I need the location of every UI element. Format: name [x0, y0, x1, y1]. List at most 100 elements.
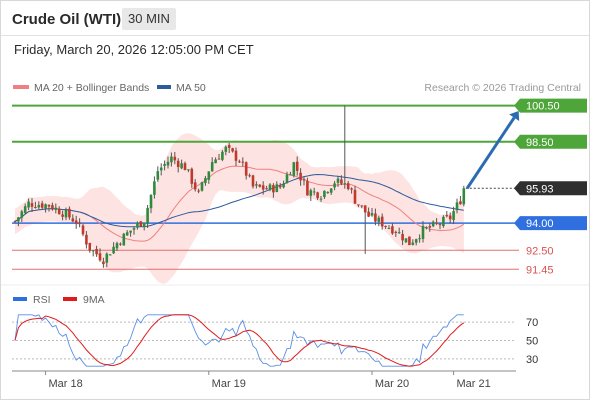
rsi-tick-30: 30: [526, 354, 538, 366]
x-tick-label: Mar 21: [456, 378, 490, 390]
candle-body: [204, 178, 207, 184]
candle-body: [258, 184, 262, 187]
chart-header: Crude Oil (WTI) 30 MIN: [1, 1, 589, 36]
candles-layer: [13, 105, 466, 268]
candle-body: [251, 175, 255, 187]
candle-body: [34, 206, 37, 208]
candle-body: [333, 183, 336, 188]
research-credit: Research © 2026 Trading Central: [424, 82, 581, 94]
candle-body: [180, 163, 183, 169]
candle-body: [401, 233, 404, 241]
candle-body: [255, 184, 258, 186]
candle-body: [302, 179, 306, 181]
candle-body: [380, 216, 384, 227]
legend-ma20-label: MA 20 + Bollinger Bands: [34, 82, 149, 94]
candle-body: [340, 179, 343, 184]
candle-body: [95, 248, 98, 255]
candle-body: [20, 211, 24, 218]
rsi-tick-70: 70: [526, 317, 538, 329]
candle-body: [170, 156, 173, 163]
candle-body: [125, 232, 129, 236]
candle-body: [285, 174, 289, 184]
legend-rsi-swatch: [13, 297, 27, 301]
candle-body: [418, 238, 421, 240]
level-label-92-50: 92.50: [526, 245, 554, 257]
rsi-tick-50: 50: [526, 336, 538, 348]
candle-body: [105, 253, 109, 263]
candle-body: [275, 184, 279, 192]
candle-body: [312, 191, 316, 193]
candle-body: [411, 242, 415, 245]
candle-body: [404, 238, 408, 243]
candle-body: [54, 207, 58, 210]
legend-ma20-swatch: [13, 85, 29, 89]
candle-body: [27, 201, 30, 208]
candle-body: [462, 188, 466, 205]
candle-body: [248, 175, 251, 177]
x-tick-label: Mar 19: [212, 378, 246, 390]
candle-body: [78, 222, 81, 224]
candle-body: [166, 161, 170, 166]
candle-body: [91, 250, 95, 252]
candle-body: [71, 218, 75, 222]
candle-body: [197, 190, 200, 192]
candle-body: [336, 178, 340, 183]
candle-body: [13, 221, 17, 223]
candle-body: [278, 185, 282, 188]
candle-body: [353, 189, 357, 204]
level-label-98-50-bg: [514, 134, 587, 149]
candle-body: [57, 208, 61, 215]
candle-body: [74, 220, 78, 224]
moving-average-layer: [14, 165, 465, 242]
candle-body: [40, 203, 44, 208]
x-tick-label: Mar 18: [48, 378, 82, 390]
candle-body: [37, 204, 41, 208]
candle-body: [183, 163, 187, 171]
candle-body: [163, 163, 166, 166]
candle-body: [357, 204, 360, 206]
candle-body: [289, 174, 292, 176]
legend-layer: MA 20 + Bollinger Bands MA 50 Research © 2…: [13, 82, 581, 94]
candle-body: [438, 224, 442, 226]
candle-body: [136, 222, 139, 228]
candle-body: [81, 225, 85, 235]
rsi-panel: RSI 9MA 70 50 30: [1, 284, 589, 367]
candle-body: [421, 225, 425, 239]
candle-body: [445, 215, 449, 217]
level-label-98-50: 98.50: [526, 137, 554, 149]
candle-body: [142, 222, 146, 228]
candle-body: [139, 221, 143, 227]
legend-9ma-swatch: [63, 297, 77, 301]
x-axis: Mar 18 Mar 19 Mar 20 Mar 21: [12, 370, 516, 390]
candle-body: [176, 160, 180, 168]
chart-datetime: Friday, March 20, 2026 12:05:00 PM CET: [14, 42, 254, 57]
candle-body: [234, 150, 238, 161]
level-label-94-00-bg: [514, 216, 587, 231]
candle-body: [346, 183, 350, 190]
candle-body: [30, 203, 34, 207]
candle-body: [268, 184, 272, 190]
candle-body: [156, 171, 160, 180]
candle-body: [85, 234, 88, 245]
candle-body: [306, 181, 309, 196]
candle-body: [231, 148, 234, 152]
candle-body: [241, 161, 245, 163]
candle-body: [102, 261, 105, 265]
candle-body: [316, 192, 319, 199]
candle-body: [51, 205, 54, 210]
legend-9ma-label: 9MA: [83, 294, 105, 306]
candle-body: [414, 239, 418, 243]
candle-body: [435, 222, 438, 224]
target-arrow-shaft: [465, 116, 516, 190]
candle-body: [217, 158, 221, 160]
candle-body: [425, 226, 428, 228]
candle-body: [193, 182, 197, 190]
candle-body: [47, 204, 51, 207]
candle-body: [61, 214, 64, 217]
level-label-94-00: 94.00: [526, 218, 554, 230]
candle-body: [272, 185, 275, 193]
candle-body: [132, 228, 136, 230]
timeframe-button[interactable]: 30 MIN: [122, 8, 176, 30]
candle-body: [323, 190, 326, 198]
